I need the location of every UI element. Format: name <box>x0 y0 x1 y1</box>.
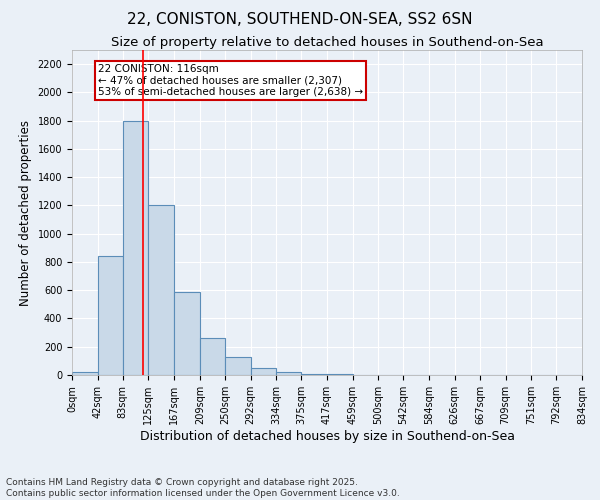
Bar <box>276 372 301 375</box>
Text: 22, CONISTON, SOUTHEND-ON-SEA, SS2 6SN: 22, CONISTON, SOUTHEND-ON-SEA, SS2 6SN <box>127 12 473 28</box>
Text: Contains HM Land Registry data © Crown copyright and database right 2025.
Contai: Contains HM Land Registry data © Crown c… <box>6 478 400 498</box>
Bar <box>174 292 200 375</box>
Bar <box>327 374 353 375</box>
Bar <box>200 338 225 375</box>
Bar <box>98 256 123 375</box>
Bar <box>72 372 98 375</box>
Text: 22 CONISTON: 116sqm
← 47% of detached houses are smaller (2,307)
53% of semi-det: 22 CONISTON: 116sqm ← 47% of detached ho… <box>98 64 363 98</box>
Y-axis label: Number of detached properties: Number of detached properties <box>19 120 32 306</box>
X-axis label: Distribution of detached houses by size in Southend-on-Sea: Distribution of detached houses by size … <box>139 430 515 442</box>
Title: Size of property relative to detached houses in Southend-on-Sea: Size of property relative to detached ho… <box>110 36 544 49</box>
Bar <box>301 374 327 375</box>
Bar <box>123 120 148 375</box>
Bar <box>251 368 276 375</box>
Bar <box>148 206 174 375</box>
Bar <box>225 356 251 375</box>
